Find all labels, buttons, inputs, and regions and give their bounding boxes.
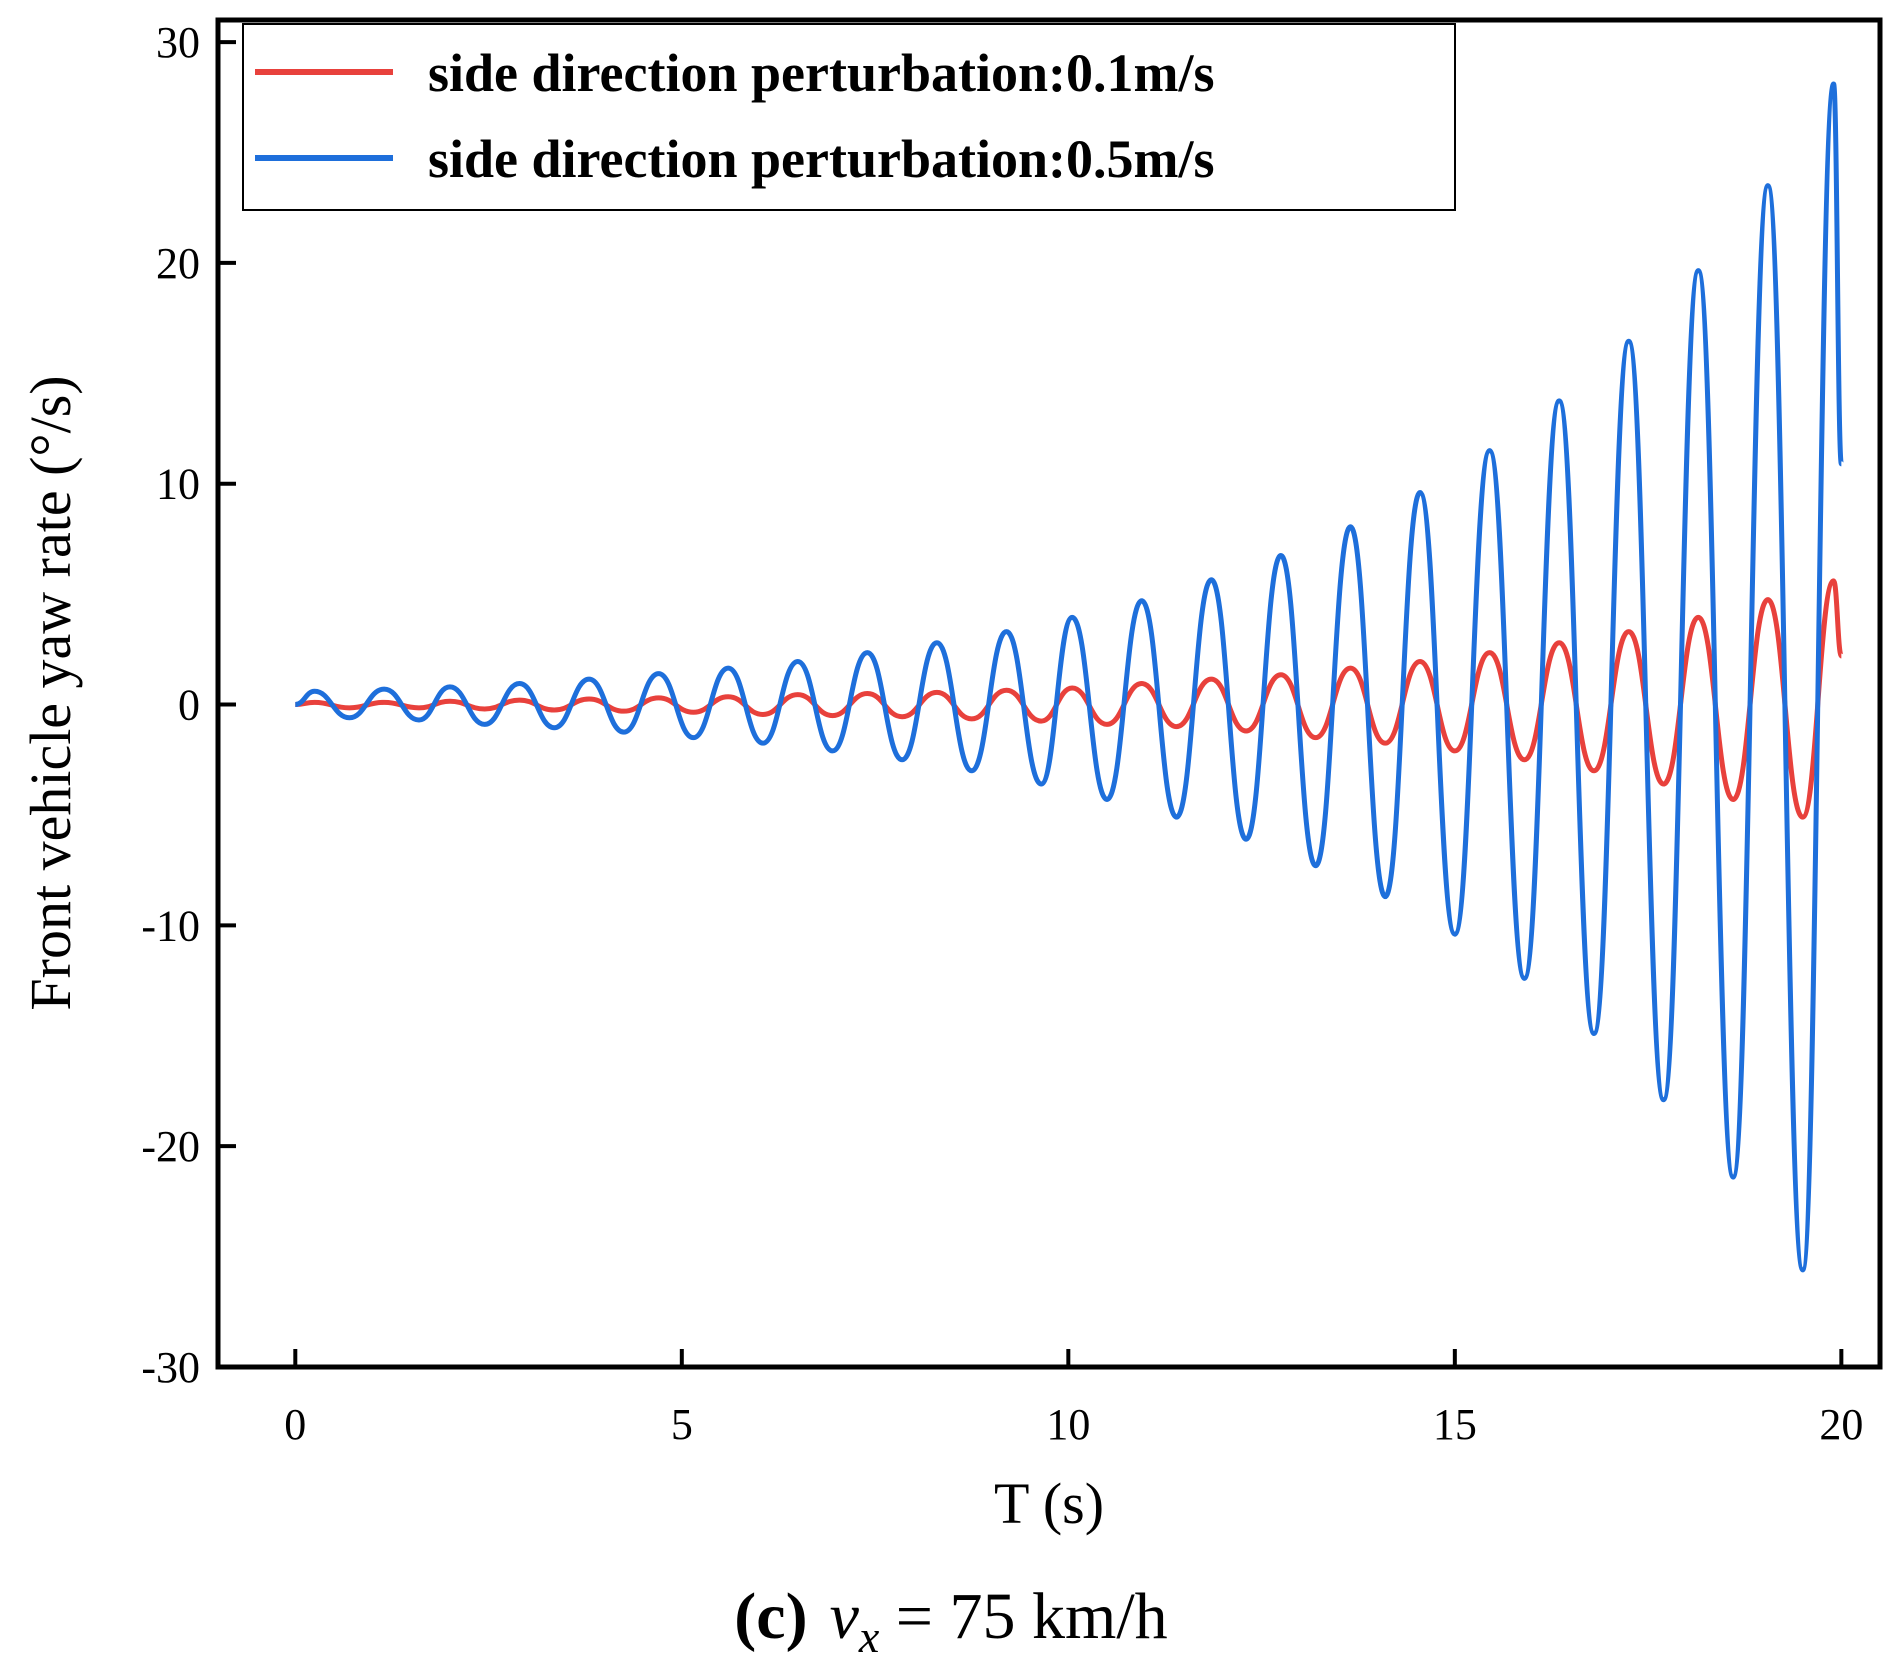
x-tick-label: 10 [1046, 1400, 1090, 1449]
x-axis-title: T (s) [994, 1471, 1104, 1536]
legend-label-blue: side direction perturbation:0.5m/s [428, 129, 1214, 189]
x-tick-label: 20 [1819, 1400, 1863, 1449]
ticks-layer: 0 5 10 15 20 -30 -20 -10 0 10 20 30 [141, 18, 1863, 1449]
legend-label-red: side direction perturbation:0.1m/s [428, 43, 1214, 103]
caption-variable: v [830, 1580, 860, 1653]
y-tick-label: 10 [156, 460, 200, 509]
y-tick-label: -10 [141, 901, 200, 950]
y-tick-label: -30 [141, 1343, 200, 1392]
caption-rest: = 75 km/h [879, 1580, 1167, 1653]
x-tick-label: 0 [284, 1400, 306, 1449]
legend-box [242, 23, 1456, 211]
y-tick-label: 20 [156, 239, 200, 288]
x-tick-label: 15 [1433, 1400, 1477, 1449]
series-layer [294, 81, 1844, 1273]
axes-frame [215, 17, 1883, 1370]
legend: side direction perturbation:0.1m/s side … [242, 23, 1456, 211]
y-tick-label: 0 [178, 681, 200, 730]
caption-label: (c) [734, 1580, 807, 1653]
y-tick-label: 30 [156, 18, 200, 67]
caption-subscript: x [858, 1611, 880, 1662]
x-tick-label: 5 [671, 1400, 693, 1449]
y-tick-label: -20 [141, 1122, 200, 1171]
series-line-blue [294, 81, 1844, 1273]
figure-caption: (c) vx = 75 km/h [734, 1580, 1167, 1662]
y-axis-title: Front vehicle yaw rate (°/s) [18, 375, 83, 1010]
